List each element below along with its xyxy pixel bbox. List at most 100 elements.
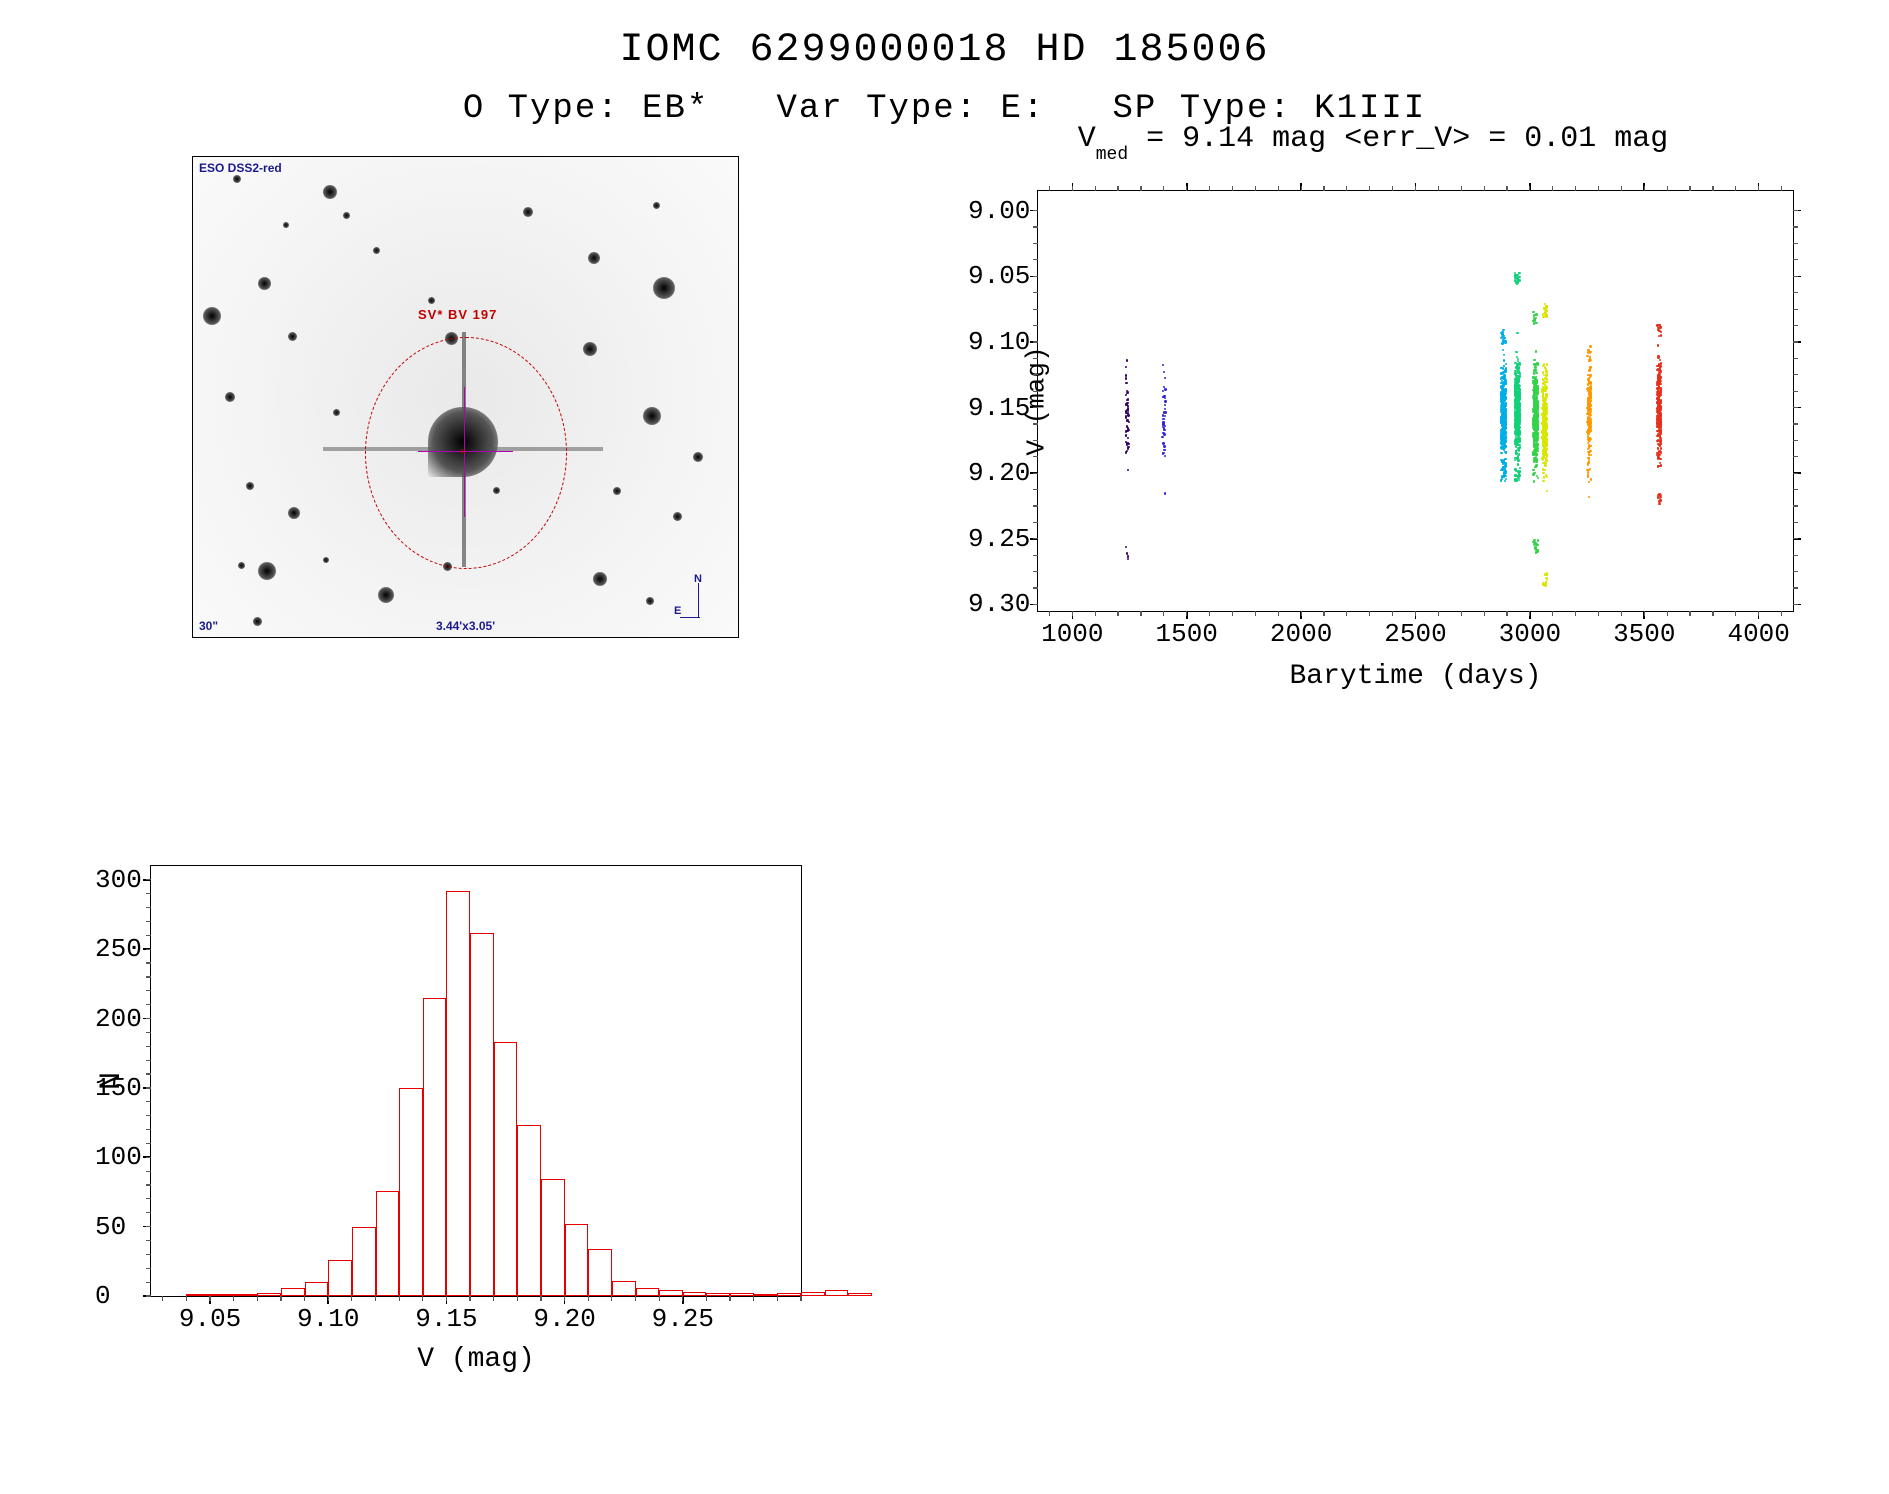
histogram-bar[interactable] [186, 1294, 210, 1296]
data-point[interactable] [1588, 446, 1590, 448]
data-point[interactable] [1660, 331, 1662, 333]
data-point[interactable] [1659, 391, 1661, 393]
data-point[interactable] [1535, 363, 1537, 365]
data-point[interactable] [1518, 426, 1520, 428]
data-point[interactable] [1546, 459, 1548, 461]
histogram-bar[interactable] [636, 1288, 660, 1296]
data-point[interactable] [1658, 503, 1660, 505]
histogram-bar[interactable] [352, 1227, 376, 1296]
data-point[interactable] [1534, 445, 1536, 447]
data-point[interactable] [1161, 436, 1163, 438]
data-point[interactable] [1537, 549, 1539, 551]
histogram-bar[interactable] [376, 1191, 400, 1296]
data-point[interactable] [1545, 583, 1547, 585]
data-point[interactable] [1505, 367, 1507, 369]
data-point[interactable] [1535, 439, 1537, 441]
data-point[interactable] [1589, 345, 1591, 347]
histogram-bar[interactable] [257, 1293, 281, 1296]
data-point[interactable] [1534, 393, 1536, 395]
data-point[interactable] [1515, 437, 1517, 439]
histogram-bar[interactable] [281, 1288, 305, 1296]
data-point[interactable] [1589, 391, 1591, 393]
data-point[interactable] [1503, 389, 1505, 391]
data-point[interactable] [1517, 459, 1519, 461]
data-point[interactable] [1660, 422, 1662, 424]
data-point[interactable] [1545, 462, 1547, 464]
data-point[interactable] [1515, 442, 1517, 444]
data-point[interactable] [1533, 480, 1535, 482]
data-point[interactable] [1545, 434, 1547, 436]
data-point[interactable] [1516, 282, 1518, 284]
data-point[interactable] [1127, 469, 1129, 471]
histogram-bar[interactable] [541, 1179, 565, 1296]
data-point[interactable] [1545, 450, 1547, 452]
data-point[interactable] [1542, 450, 1544, 452]
data-point[interactable] [1589, 356, 1591, 358]
data-point[interactable] [1162, 364, 1164, 366]
data-point[interactable] [1518, 381, 1520, 383]
data-point[interactable] [1125, 374, 1127, 376]
histogram-bar[interactable] [683, 1292, 707, 1296]
data-point[interactable] [1659, 499, 1661, 501]
data-point[interactable] [1502, 333, 1504, 335]
data-point[interactable] [1503, 447, 1505, 449]
histogram-bar[interactable] [754, 1294, 778, 1296]
data-point[interactable] [1588, 457, 1590, 459]
histogram-axes[interactable]: N V (mag) 0 50 100 150 200 250 300 9.05 9.10 9.1… [150, 865, 802, 1297]
data-point[interactable] [1500, 447, 1502, 449]
histogram-bar[interactable] [659, 1290, 683, 1296]
data-point[interactable] [1535, 404, 1537, 406]
data-point[interactable] [1588, 351, 1590, 353]
histogram-bar[interactable] [305, 1282, 329, 1296]
data-point[interactable] [1588, 481, 1590, 483]
data-point[interactable] [1162, 414, 1164, 416]
histogram-bar[interactable] [848, 1293, 872, 1296]
data-point[interactable] [1504, 409, 1506, 411]
data-point[interactable] [1163, 449, 1165, 451]
data-point[interactable] [1536, 410, 1538, 412]
data-point[interactable] [1127, 555, 1129, 557]
data-point[interactable] [1164, 404, 1166, 406]
data-point[interactable] [1517, 455, 1519, 457]
data-point[interactable] [1532, 473, 1534, 475]
data-point[interactable] [1542, 425, 1544, 427]
data-point[interactable] [1126, 425, 1128, 427]
data-point[interactable] [1163, 445, 1165, 447]
data-point[interactable] [1504, 436, 1506, 438]
data-point[interactable] [1164, 455, 1166, 457]
histogram-bar[interactable] [801, 1292, 825, 1296]
data-point[interactable] [1534, 380, 1536, 382]
data-point[interactable] [1536, 447, 1538, 449]
data-point[interactable] [1546, 363, 1548, 365]
data-point[interactable] [1125, 394, 1127, 396]
histogram-bar[interactable] [399, 1088, 423, 1296]
data-point[interactable] [1545, 305, 1547, 307]
data-point[interactable] [1658, 465, 1660, 467]
histogram-bar[interactable] [517, 1125, 541, 1296]
data-point[interactable] [1519, 364, 1521, 366]
data-point[interactable] [1534, 397, 1536, 399]
data-point[interactable] [1518, 279, 1520, 281]
histogram-bar[interactable] [565, 1224, 589, 1296]
data-point[interactable] [1514, 406, 1516, 408]
data-point[interactable] [1590, 374, 1592, 376]
data-point[interactable] [1543, 437, 1545, 439]
data-point[interactable] [1514, 362, 1516, 364]
data-point[interactable] [1537, 539, 1539, 541]
data-point[interactable] [1125, 431, 1127, 433]
data-point[interactable] [1533, 459, 1535, 461]
data-point[interactable] [1534, 433, 1536, 435]
data-point[interactable] [1588, 381, 1590, 383]
data-point[interactable] [1515, 402, 1517, 404]
histogram-bar[interactable] [588, 1249, 612, 1296]
data-point[interactable] [1589, 450, 1591, 452]
histogram-bar[interactable] [494, 1042, 518, 1296]
data-point[interactable] [1503, 474, 1505, 476]
data-point[interactable] [1162, 452, 1164, 454]
data-point[interactable] [1502, 349, 1504, 351]
histogram-bar[interactable] [825, 1290, 849, 1296]
data-point[interactable] [1535, 429, 1537, 431]
data-point[interactable] [1659, 387, 1661, 389]
data-point[interactable] [1163, 371, 1165, 373]
data-point[interactable] [1126, 402, 1128, 404]
